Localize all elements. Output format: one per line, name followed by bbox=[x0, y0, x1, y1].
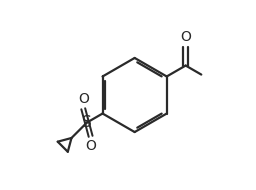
Text: O: O bbox=[78, 92, 89, 106]
Text: O: O bbox=[85, 139, 96, 153]
Text: S: S bbox=[82, 115, 92, 130]
Text: O: O bbox=[180, 30, 191, 44]
